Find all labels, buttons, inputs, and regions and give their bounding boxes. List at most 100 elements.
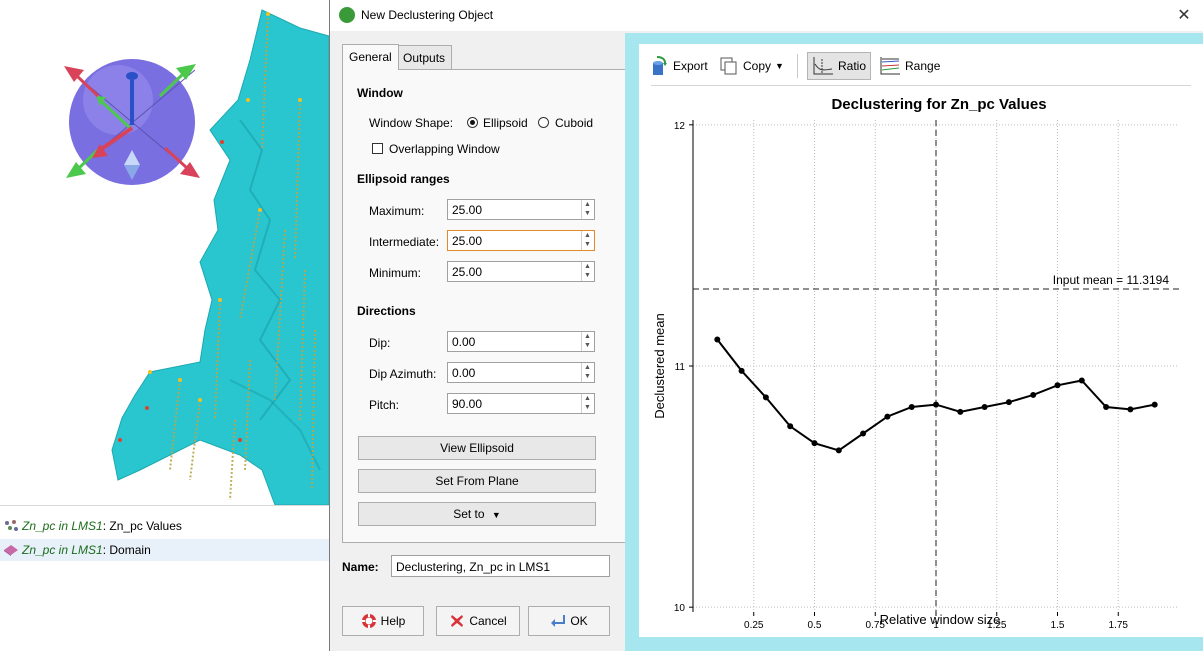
maximum-label: Maximum:: [369, 204, 425, 218]
copy-button[interactable]: Copy ▼: [719, 52, 784, 80]
dip-value: 0.00: [452, 335, 476, 349]
set-to-label: Set to: [453, 507, 485, 521]
name-input[interactable]: Declustering, Zn_pc in LMS1: [391, 555, 610, 577]
ellipsoid-radio[interactable]: [467, 117, 478, 128]
copy-icon: [720, 57, 737, 75]
tree-item-object: Zn_pc in LMS1: [22, 543, 103, 557]
cuboid-radio[interactable]: [538, 117, 549, 128]
cancel-button[interactable]: Cancel: [436, 606, 520, 636]
data-points: [714, 336, 1158, 454]
export-icon: [653, 56, 667, 75]
data-point: [981, 404, 988, 410]
pitch-label: Pitch:: [369, 398, 400, 412]
app-icon: [339, 7, 355, 23]
view-ellipsoid-button[interactable]: View Ellipsoid: [358, 436, 596, 460]
scene-render: [64, 9, 329, 505]
data-point: [787, 423, 794, 430]
data-point: [1005, 399, 1012, 406]
y-tick-label: 11: [675, 362, 686, 373]
intermediate-spinbox[interactable]: 25.00 ▲ ▼: [447, 230, 595, 251]
toolbar-divider: [651, 85, 1191, 86]
tab-general[interactable]: General: [342, 44, 399, 70]
chevron-down-icon: ▼: [775, 61, 784, 71]
data-point: [835, 447, 842, 454]
tree-item-suffix: : Domain: [102, 543, 151, 557]
overlapping-window-label[interactable]: Overlapping Window: [389, 142, 500, 156]
spin-arrows[interactable]: ▲ ▼: [581, 363, 594, 382]
data-point: [762, 394, 769, 401]
x-ticks: 0.25 0.5 0.75 1 1.25 1.5 1.75: [744, 612, 1128, 631]
x-tick-label: 0.5: [808, 620, 822, 631]
general-tab-panel: Window Window Shape: Ellipsoid Cuboid Ov…: [342, 69, 640, 543]
data-point: [811, 440, 818, 447]
tab-outputs[interactable]: Outputs: [396, 45, 453, 70]
intermediate-value: 25.00: [452, 234, 483, 248]
chart-title: Declustering for Zn_pc Values: [831, 96, 1046, 113]
data-point: [1127, 406, 1134, 413]
dialog-title: New Declustering Object: [361, 8, 494, 22]
input-mean-label: Input mean = 11.3194: [1053, 273, 1170, 287]
spin-arrows[interactable]: ▲ ▼: [581, 262, 594, 281]
chart-panel: Export Copy ▼ Ratio Range: [639, 44, 1203, 637]
data-point: [1030, 391, 1037, 398]
dip-spinbox[interactable]: 0.00 ▲ ▼: [447, 331, 595, 352]
window-heading: Window: [357, 86, 403, 100]
dip-azimuth-spinbox[interactable]: 0.00 ▲ ▼: [447, 362, 595, 383]
window-shape-label: Window Shape:: [369, 116, 454, 130]
ellipsoid-ranges-heading: Ellipsoid ranges: [357, 172, 450, 186]
title-bar[interactable]: New Declustering Object ✕: [330, 0, 1203, 31]
spin-arrows[interactable]: ▲ ▼: [581, 200, 594, 219]
ratio-label: Ratio: [838, 59, 867, 73]
set-to-button[interactable]: Set to ▼: [358, 502, 596, 526]
dip-azimuth-label: Dip Azimuth:: [369, 367, 437, 381]
data-point: [738, 367, 745, 374]
set-from-plane-button[interactable]: Set From Plane: [358, 469, 596, 493]
data-point: [884, 413, 891, 420]
tree-item-object: Zn_pc in LMS1: [22, 519, 103, 533]
data-point: [1151, 401, 1158, 408]
x-tick-label: 0.75: [866, 620, 886, 631]
overlapping-window-checkbox[interactable]: [372, 143, 383, 154]
declustering-dialog: New Declustering Object ✕ General Output…: [329, 0, 1203, 651]
y-tick-label: 10: [674, 603, 686, 614]
close-button[interactable]: ✕: [1177, 7, 1191, 24]
ellipsoid-radio-label[interactable]: Ellipsoid: [483, 116, 528, 130]
pitch-spinbox[interactable]: 90.00 ▲ ▼: [447, 393, 595, 414]
cancel-label: Cancel: [469, 614, 507, 628]
data-point: [957, 408, 964, 415]
toolbar-separator: [797, 54, 798, 78]
spin-arrows[interactable]: ▲ ▼: [581, 332, 594, 351]
range-button[interactable]: Range: [879, 52, 940, 80]
ratio-chart-icon: [813, 57, 833, 75]
3d-scene-viewport[interactable]: [0, 0, 329, 505]
spin-arrows[interactable]: ▲ ▼: [581, 394, 594, 413]
x-axis-label: Relative window size: [880, 612, 1001, 627]
x-tick-label: 1: [933, 620, 939, 631]
name-label: Name:: [342, 560, 379, 574]
cuboid-radio-label[interactable]: Cuboid: [555, 116, 594, 130]
help-label: Help: [380, 614, 406, 628]
data-point: [860, 430, 867, 437]
maximum-spinbox[interactable]: 25.00 ▲ ▼: [447, 199, 595, 220]
project-tree: Zn_pc in LMS1 : Zn_pc Values Zn_pc in LM…: [0, 505, 329, 652]
minimum-spinbox[interactable]: 25.00 ▲ ▼: [447, 261, 595, 282]
declustering-chart[interactable]: Declustering for Zn_pc Values 0.25 0.5 0.7…: [639, 88, 1203, 637]
tree-item-zn-values[interactable]: Zn_pc in LMS1 : Zn_pc Values: [0, 515, 329, 537]
export-label: Export: [673, 59, 708, 73]
copy-label: Copy: [743, 59, 772, 73]
ok-button[interactable]: OK: [528, 606, 610, 636]
ratio-button[interactable]: Ratio: [807, 52, 871, 80]
minimum-value: 25.00: [452, 265, 483, 279]
spin-arrows[interactable]: ▲ ▼: [581, 231, 594, 250]
data-point: [1054, 382, 1061, 389]
y-axis-label: Declustered mean: [652, 313, 667, 419]
tree-item-suffix: : Zn_pc Values: [102, 519, 182, 533]
range-chart-icon: [880, 57, 900, 75]
maximum-value: 25.00: [452, 203, 483, 217]
ok-label: OK: [570, 614, 588, 628]
tree-item-domain[interactable]: Zn_pc in LMS1 : Domain: [0, 539, 329, 561]
export-button[interactable]: Export: [649, 52, 708, 80]
cancel-x-icon: [451, 614, 464, 627]
help-button[interactable]: Help: [342, 606, 424, 636]
name-value: Declustering, Zn_pc in LMS1: [396, 560, 551, 574]
